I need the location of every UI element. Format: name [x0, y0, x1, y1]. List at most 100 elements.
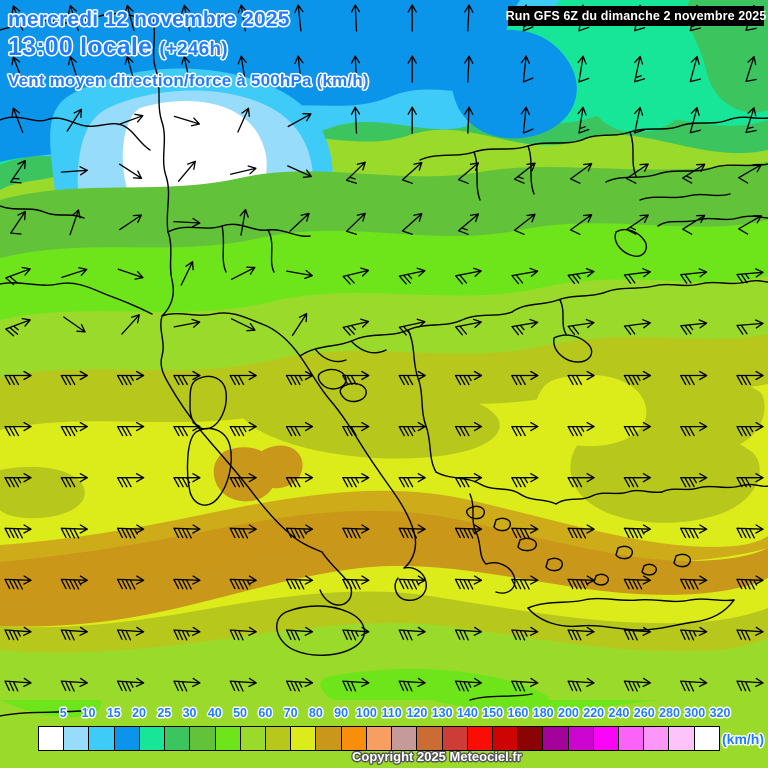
- legend-tick-label: 70: [283, 706, 298, 720]
- wind-barb: [4, 677, 32, 692]
- wind-barb: [173, 115, 201, 127]
- legend-swatch[interactable]: [467, 727, 493, 750]
- wind-barb: [60, 370, 88, 386]
- legend-swatch[interactable]: [492, 727, 519, 750]
- legend-swatch[interactable]: [291, 727, 317, 750]
- legend-tick-label: 320: [709, 706, 731, 720]
- wind-barb: [398, 677, 426, 692]
- legend-swatch[interactable]: [543, 727, 569, 750]
- wind-barb: [455, 267, 482, 285]
- legend-tick-label: 5: [59, 706, 67, 720]
- wind-barb: [577, 106, 590, 134]
- legend-swatch[interactable]: [341, 727, 367, 750]
- wind-barb: [567, 677, 595, 692]
- wind-barb: [342, 575, 370, 590]
- legend-color-bar[interactable]: [38, 726, 720, 751]
- legend-swatch[interactable]: [694, 727, 719, 750]
- legend-swatch[interactable]: [669, 727, 695, 750]
- legend-swatch[interactable]: [114, 727, 140, 750]
- wind-barb: [625, 163, 649, 184]
- color-scale-legend[interactable]: 5 10 15 20 25 30 40 50 60 70 80 90 100 110 120 130 140 15…: [0, 705, 768, 768]
- wind-barb: [60, 421, 88, 437]
- wind-barb: [289, 212, 310, 232]
- wind-barb: [454, 677, 483, 692]
- wind-barb: [60, 473, 88, 488]
- legend-swatch[interactable]: [392, 727, 418, 750]
- model-run-label: Run GFS 6Z du dimanche 2 novembre 2025: [505, 9, 767, 23]
- wind-barb: [119, 163, 143, 179]
- wind-barb: [736, 370, 764, 386]
- wind-barb: [513, 162, 536, 184]
- wind-barb: [10, 210, 26, 235]
- legend-swatch[interactable]: [417, 727, 443, 750]
- wind-barb: [511, 421, 539, 437]
- legend-tick-label: 220: [583, 706, 605, 720]
- wind-barb: [511, 524, 539, 539]
- legend-tick-label: 110: [381, 706, 402, 720]
- wind-barb: [229, 421, 257, 437]
- legend-swatch[interactable]: [366, 727, 393, 750]
- wind-barb: [4, 370, 32, 386]
- wind-barb: [10, 159, 26, 184]
- wind-barb: [567, 267, 595, 285]
- legend-swatch[interactable]: [139, 727, 166, 750]
- wind-barb: [577, 55, 590, 83]
- wind-barb: [350, 55, 361, 83]
- wind-barb: [623, 319, 651, 336]
- wind-barb: [398, 421, 426, 437]
- wind-barb: [173, 217, 201, 228]
- wind-barb: [680, 524, 708, 539]
- wind-barb: [401, 161, 423, 184]
- wind-barb: [623, 473, 652, 488]
- wind-barb: [181, 55, 191, 83]
- wind-barb: [229, 677, 257, 692]
- wind-barb: [736, 677, 764, 692]
- legend-swatch[interactable]: [442, 727, 468, 750]
- wind-barb: [680, 370, 708, 386]
- legend-swatch[interactable]: [215, 727, 241, 750]
- wind-barb: [398, 370, 426, 386]
- wind-barb: [4, 524, 32, 539]
- legend-swatch[interactable]: [568, 727, 594, 750]
- wind-barb: [121, 314, 140, 335]
- legend-tick-label: 10: [81, 706, 96, 720]
- legend-swatch[interactable]: [644, 727, 670, 750]
- legend-swatch[interactable]: [316, 727, 342, 750]
- legend-swatch[interactable]: [39, 727, 65, 750]
- legend-swatch[interactable]: [518, 727, 544, 750]
- wind-barb: [682, 163, 706, 184]
- wind-barb: [181, 4, 191, 32]
- legend-swatch[interactable]: [89, 727, 115, 750]
- wind-barb: [173, 626, 201, 641]
- wind-barb: [229, 575, 257, 590]
- wind-barb: [229, 524, 257, 539]
- legend-swatch[interactable]: [240, 727, 266, 750]
- legend-swatch[interactable]: [593, 727, 620, 750]
- wind-barb: [5, 266, 31, 286]
- wind-barb: [398, 267, 426, 285]
- legend-swatch[interactable]: [165, 727, 191, 750]
- wind-barb: [511, 677, 539, 692]
- wind-barb: [11, 56, 24, 82]
- wind-barb: [342, 473, 370, 488]
- wind-barb: [285, 575, 314, 590]
- legend-tick-label: 15: [106, 706, 121, 720]
- wind-barb: [230, 266, 256, 280]
- wind-barb: [689, 106, 701, 134]
- wind-barb: [738, 164, 762, 184]
- legend-tick-label: 40: [207, 706, 222, 720]
- legend-swatch[interactable]: [265, 727, 292, 750]
- legend-swatch[interactable]: [619, 727, 645, 750]
- wind-barb: [285, 524, 314, 539]
- wind-barb: [4, 473, 32, 488]
- legend-swatch[interactable]: [190, 727, 216, 750]
- wind-barb: [454, 473, 483, 488]
- wind-barb: [116, 575, 145, 590]
- legend-swatch[interactable]: [64, 727, 90, 750]
- wind-barb: [689, 55, 701, 83]
- wind-barb: [350, 4, 361, 32]
- wind-barb: [745, 56, 757, 83]
- legend-tick-label: 25: [157, 706, 172, 720]
